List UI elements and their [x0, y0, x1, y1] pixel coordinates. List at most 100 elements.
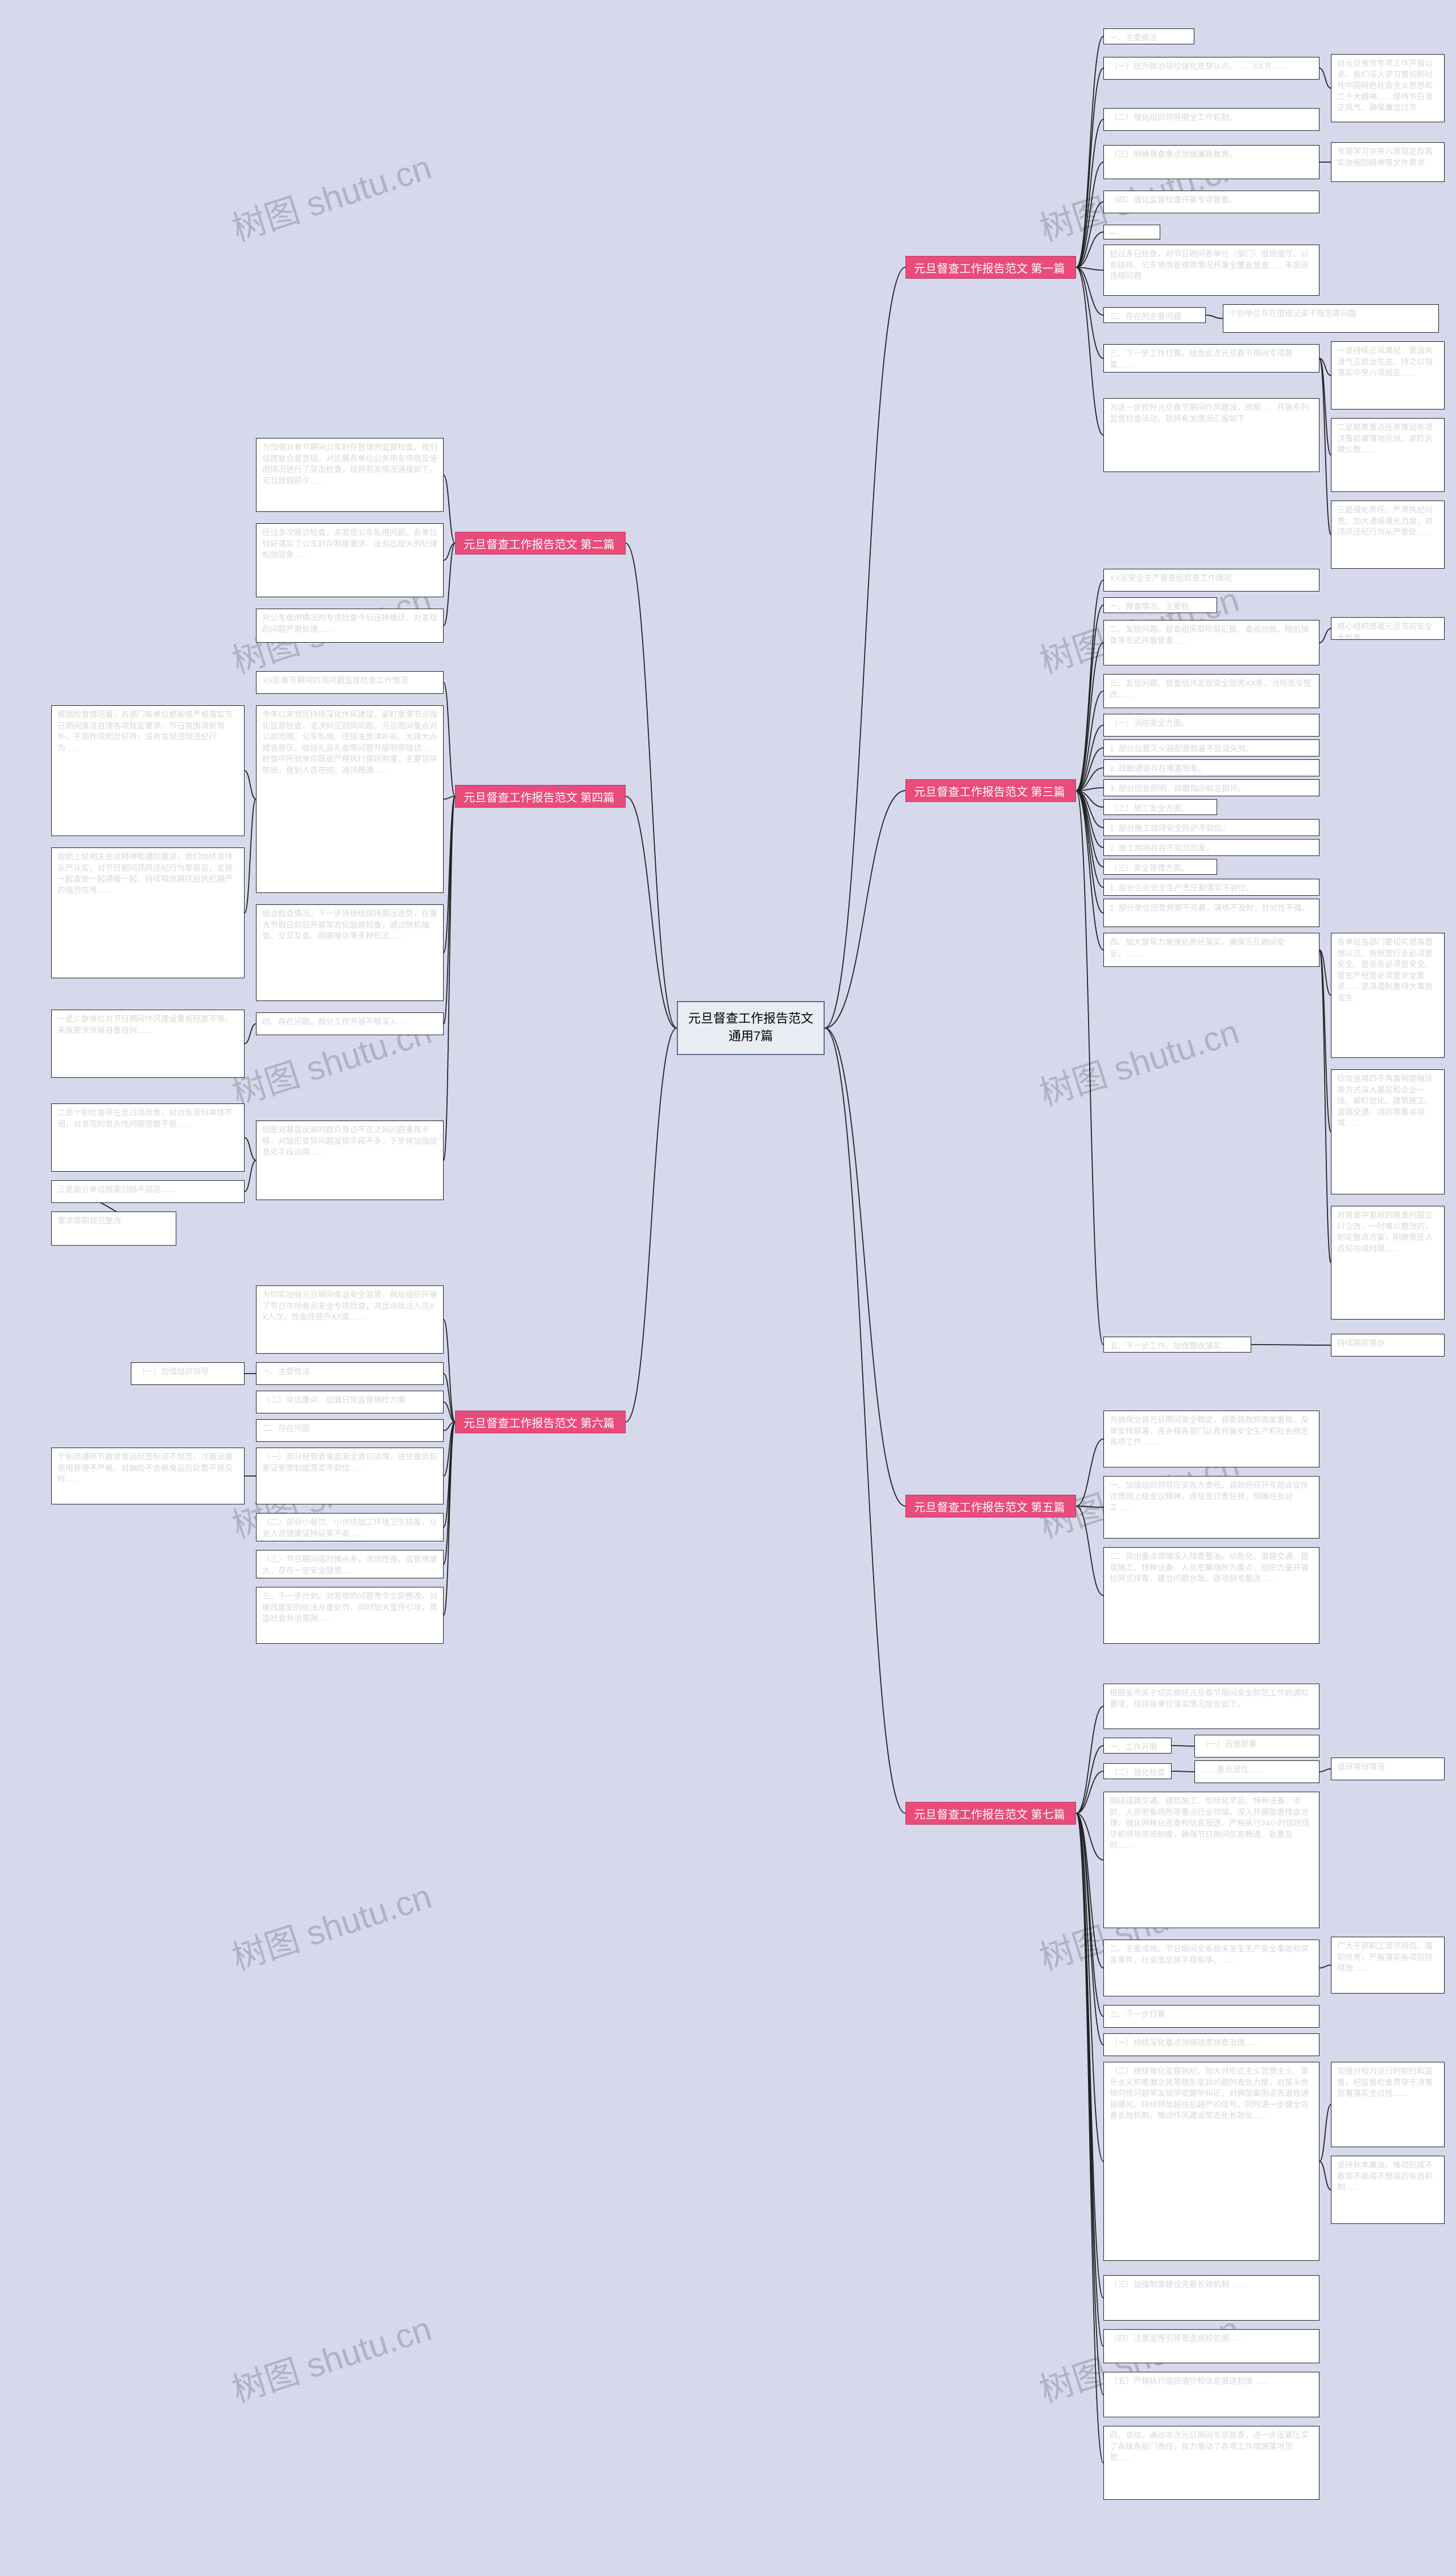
leaf-node[interactable]: 按照上级相关会议精神和通知要求，我们始终坚持从严从实，对节日期间顶风违纪行为零容… — [51, 847, 245, 978]
leaf-node[interactable]: 值班带班情况 — [1331, 1758, 1445, 1780]
leaf-node[interactable]: 根据省市关于切实做好元旦春节期间安全防范工作的通知要求，现将我单位落实情况报告如… — [1103, 1684, 1320, 1729]
leaf-node[interactable]: （二）施工安全方面。 — [1103, 799, 1217, 815]
leaf-node[interactable]: 经过多日检查，对节日期间各单位（部门）值班值守、公务接待、公车使用管理等情况开展… — [1103, 245, 1320, 296]
leaf-node[interactable]: ……重点部位…… — [1194, 1760, 1320, 1783]
leaf-node[interactable]: 四是对基层反映的群众身边不正之风问题重视不够，对隐形变异问题发现手段不多，下步将… — [256, 1120, 444, 1200]
leaf-node[interactable]: 二、突出重点领域深入排查整治。以危化、道路交通、建筑施工、特种设备、人员密集场所… — [1103, 1547, 1320, 1644]
leaf-node[interactable]: 个别单位存在值班记录不规范等问题 — [1223, 304, 1439, 333]
leaf-node[interactable]: 1. 部分企业安全生产责任制落实不到位。 — [1103, 879, 1320, 896]
leaf-node[interactable]: 三、下一步打算 — [1103, 2005, 1320, 2028]
leaf-node[interactable]: 对公车使用情况的专项检查今后还将继续，对发现的问题严肃处理…… — [256, 609, 444, 643]
edge — [1076, 1813, 1103, 2346]
leaf-node[interactable]: 各单位各部门要切实提高思想认识，按照管行业必须管安全、管业务必须管安全、管生产经… — [1331, 933, 1445, 1058]
leaf-node[interactable]: （二）强化组织领导健全工作机制。 — [1103, 108, 1320, 131]
leaf-node[interactable]: 二是聚焦重点任务推动各项决策部署落地见效。紧盯关键少数…… — [1331, 418, 1445, 492]
section-node[interactable]: 元旦督查工作报告范文 第七篇 — [905, 1802, 1076, 1825]
leaf-node[interactable]: 为进一步抓好元旦春节期间作风建设，按照……开展系列监督检查活动，现将有关情况汇报… — [1103, 398, 1320, 472]
leaf-node[interactable]: 根据检查情况看，各部门各单位都能够严格落实节日期间廉洁自律各项规定要求，节日氛围… — [51, 705, 245, 836]
leaf-node[interactable]: 四、加大督导力度强化责任落实，确保元旦期间安全。…… — [1103, 933, 1320, 967]
leaf-node[interactable]: 四、存在问题。部分工作开展不够深入…… — [256, 1012, 444, 1035]
leaf-node[interactable]: （一）加强组织领导 — [131, 1362, 245, 1385]
leaf-node[interactable]: 结合检查情况，下一步将继续保持高压态势，在重大节假日前后开展常态化监督检查，通过… — [256, 904, 444, 1001]
section-node[interactable]: 元旦督查工作报告范文 第六篇 — [455, 1411, 626, 1433]
leaf-node[interactable]: 综合运用四不两直明察暗访等方式深入基层和企业一线，紧盯危化、建筑施工、道路交通、… — [1331, 1069, 1445, 1194]
leaf-node[interactable]: 精心组织部署元旦节前安全大检查 — [1331, 617, 1445, 640]
leaf-node[interactable]: 2. 部分单位应急预案不完善，演练不及时，针对性不强。 — [1103, 899, 1320, 927]
edge — [626, 543, 677, 1028]
leaf-node[interactable]: 2. 施工用电存在不规范现象。 — [1103, 839, 1320, 856]
leaf-node[interactable]: 三、下一步计划。对发现的问题责令立即整改，对屡改屡犯的依法从重处罚，同时加大宣传… — [256, 1587, 444, 1644]
leaf-node[interactable]: （四）强化监督检查开展专项督查。 — [1103, 191, 1320, 213]
leaf-node[interactable]: 2. 疏散通道存在堵塞现象。 — [1103, 759, 1320, 776]
leaf-node[interactable]: 持续跟踪督办 — [1331, 1334, 1445, 1357]
leaf-node[interactable]: 二、存在问题 — [256, 1419, 444, 1442]
leaf-node[interactable]: （四）注重宣传引导营造良好氛围…… — [1103, 2329, 1320, 2363]
leaf-node[interactable]: 坚持标本兼治，推动形成不敢腐不能腐不想腐的有效机制…… — [1331, 2156, 1445, 2224]
leaf-node[interactable]: （二）继续强化监督执纪，加大对形式主义官僚主义、享乐主义和奢靡之风等隐形变异问题… — [1103, 2062, 1320, 2261]
leaf-node[interactable]: 围绕道路交通、建筑施工、危险化学品、特种设备、消防、人员密集场所等重点行业领域，… — [1103, 1792, 1320, 1928]
leaf-node[interactable]: 加强对权力运行的制约和监督，把监督检查贯穿于决策部署落实全过程…… — [1331, 2062, 1445, 2147]
leaf-node[interactable]: 三、发现问题。督查组共发现安全隐患XX条，当场责令整改…… — [1103, 674, 1320, 708]
leaf-node[interactable]: 为加强对春节期间公车封存管理的监督检查，我们组建联合督查组，对区属各单位公务用车… — [256, 438, 444, 512]
leaf-node[interactable]: 一是少数单位对节日期间作风建设重视程度不够，未按要求开展自查自纠…… — [51, 1010, 245, 1078]
edge — [1076, 267, 1103, 270]
leaf-node[interactable]: （三）节日期间临时摊点多，流动性强，监管难度大，存在一定安全隐患…… — [256, 1550, 444, 1578]
leaf-node[interactable]: （一）迅速部署 — [1194, 1735, 1320, 1758]
leaf-node[interactable]: 一、工作开展 — [1103, 1738, 1172, 1754]
leaf-node[interactable]: 1. 部分施工现场安全防护不到位。 — [1103, 819, 1320, 836]
leaf-node[interactable]: 三是部分单位档案归档不规范…… — [51, 1180, 245, 1203]
leaf-node[interactable]: （一）消防安全方面。 — [1103, 714, 1320, 737]
leaf-node[interactable]: （三）加强制度建设完善长效机制…… — [1103, 2275, 1320, 2321]
leaf-node[interactable]: 二、发现问题。督查组采取听取汇报、查阅台账、随机抽查等形式开展督查…… — [1103, 620, 1320, 665]
leaf-node[interactable]: 对督查中发现的隐患问题立行立改，一时难以整改的，制定整改方案，明确责任人员和完成… — [1331, 1206, 1445, 1320]
section-node[interactable]: 元旦督查工作报告范文 第四篇 — [455, 785, 626, 808]
leaf-node[interactable]: 一、主要做法 — [256, 1362, 444, 1385]
root-node[interactable]: 元旦督查工作报告范文通用7篇 — [677, 1001, 825, 1055]
leaf-node[interactable]: 四、总结。通过本次元旦期间专项督查，进一步压紧压实了各级各部门责任，有力推动了各… — [1103, 2426, 1320, 2500]
leaf-node[interactable]: （一）持续深化重点领域隐患排查治理…… — [1103, 2033, 1320, 2056]
leaf-node[interactable]: 经过多次暗访检查，未发现公车私用问题。各单位较好落实了公车封存制度要求，没有出现… — [256, 523, 444, 597]
edge — [1320, 950, 1331, 995]
leaf-node[interactable]: 三是强化责任，严肃执纪问责。加大通报曝光力度，对顶风违纪行为从严查处…… — [1331, 501, 1445, 569]
leaf-node[interactable]: 一、加强组织领导压实各方责任。县政府召开专题会议传达贯彻上级会议精神，逐级签订责… — [1103, 1476, 1320, 1539]
leaf-node[interactable]: 五、下一步工作。加强整改落实…… — [1103, 1337, 1251, 1353]
leaf-node[interactable]: 3. 部分应急照明、疏散指示标志损坏。 — [1103, 779, 1320, 796]
edge — [444, 543, 455, 560]
leaf-node[interactable]: （二）强化检查 — [1103, 1763, 1172, 1779]
edge — [1076, 1506, 1103, 1595]
leaf-node[interactable]: 一、主要做法 — [1103, 28, 1194, 44]
leaf-node[interactable]: （一）提升政治站位强化思想认识。……XX节…… — [1103, 57, 1320, 80]
section-node[interactable]: 元旦督查工作报告范文 第二篇 — [455, 532, 626, 555]
leaf-node[interactable]: 广大干部职工坚守岗位、履职尽责，严格落实各项防控措施…… — [1331, 1937, 1445, 1994]
leaf-node[interactable]: 二、主要成效。节日期间全系统未发生生产安全事故和突发事件，社会面总体平稳有序。…… — [1103, 1940, 1320, 1996]
edge — [1172, 1771, 1194, 1772]
leaf-node[interactable]: 一…… — [1103, 225, 1160, 239]
leaf-node[interactable]: 今年以来我区持续深化作风建设，紧盯重要节点强化监督检查，坚决纠正四风问题。元旦期… — [256, 705, 444, 893]
edge — [1076, 119, 1103, 267]
leaf-node[interactable]: 专题学习中央八项规定及其实施细则精神等文件要求 — [1331, 142, 1445, 182]
section-node[interactable]: 元旦督查工作报告范文 第三篇 — [905, 779, 1076, 802]
leaf-node[interactable]: 一是持续正风肃纪，营造风清气正政治生态。持之以恒落实中央八项规定…… — [1331, 341, 1445, 410]
leaf-node[interactable]: （二）部分小餐饮、小作坊加工环境卫生较差，从业人员健康证持证率不高…… — [256, 1513, 444, 1541]
leaf-node[interactable]: XX区安全生产督查组检查工作情况 — [1103, 569, 1320, 592]
section-node[interactable]: 元旦督查工作报告范文 第一篇 — [905, 256, 1076, 279]
leaf-node[interactable]: 一、督查情况。主要检查…… — [1103, 597, 1217, 613]
edge — [1076, 605, 1103, 791]
leaf-node[interactable]: 二是个别检查存在走过场现象，对台账资料审核不细，对发现的苗头性问题提醒不够…… — [51, 1103, 245, 1172]
leaf-node[interactable]: 为切实加强元旦期间食品安全监管，我局组织开展了节日市场食品安全专项检查，共出动执… — [256, 1285, 444, 1354]
edge — [444, 475, 455, 543]
leaf-node[interactable]: 1. 部分位置灭火器配置数量不足或失效。 — [1103, 739, 1320, 756]
leaf-node[interactable]: 要求限期规范整改 — [51, 1211, 176, 1246]
leaf-node[interactable]: （五）严格执行值班值守和信息报送制度…… — [1103, 2372, 1320, 2417]
leaf-node[interactable]: （二）突出重点，加强日常监督抽检力度 — [256, 1391, 444, 1413]
leaf-node[interactable]: （三）明确督查重点加强廉政教育。 — [1103, 145, 1320, 179]
leaf-node[interactable]: 三、下一步工作打算。结合此次元旦春节期间专项督查…… — [1103, 344, 1320, 373]
leaf-node[interactable]: 个别流通环节散装食品标签标识不规范，冷藏设施使用管理不严格，对抽检不合格食品后处… — [51, 1448, 245, 1504]
leaf-node[interactable]: 为确保全县元旦期间安全稳定，县委县政府高度重视，及早安排部署，各乡镇各部门认真开… — [1103, 1411, 1320, 1467]
leaf-node[interactable]: （三）安全管理方面。 — [1103, 859, 1217, 875]
section-node[interactable]: 元旦督查工作报告范文 第五篇 — [905, 1495, 1076, 1518]
leaf-node[interactable]: 自元旦春节专项工作开展以来，我们深入学习贯彻新时代中国特色社会主义思想和二十大精… — [1331, 54, 1445, 122]
leaf-node[interactable]: XX区春节期间四风问题监督检查工作情况 — [256, 671, 444, 694]
leaf-node[interactable]: 二、存在的主要问题 — [1103, 307, 1206, 323]
leaf-node[interactable]: （一）部分经营者食品安全意识淡薄，进货查验和索证索票制度落实不到位…… — [256, 1448, 444, 1504]
